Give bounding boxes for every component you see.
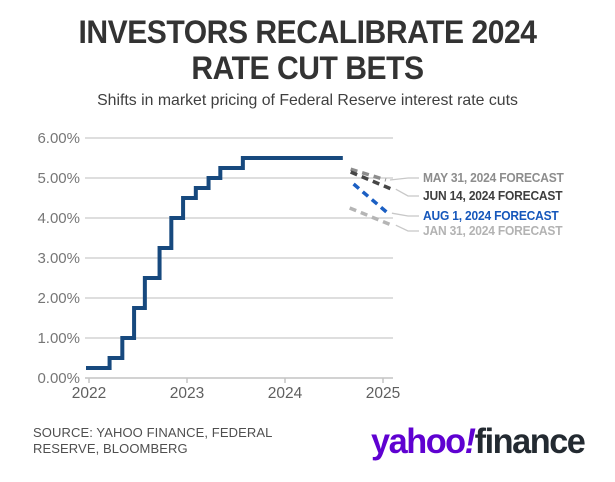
jan-31-forecast-connector-line [395,224,419,232]
annotation-jun-14-forecast: JUN 14, 2024 FORECAST [423,188,563,203]
yahoo-finance-logo: yahoo!finance [371,422,586,462]
chart-title: INVESTORS RECALIBRATE 2024 RATE CUT BETS [18,14,596,86]
x-axis-tick-label: 2025 [366,385,400,402]
annotation-jan-31-forecast: JAN 31, 2024 FORECAST [423,223,563,238]
y-axis-tick-label: 0.00% [37,370,80,387]
source-note: SOURCE: YAHOO FINANCE, FEDERAL RESERVE, … [33,425,272,456]
y-axis-tick-label: 2.00% [37,290,80,307]
chart-title-line2: RATE CUT BETS [191,50,424,86]
may-31-forecast-connector-line [389,177,419,181]
annotation-aug-1-forecast: AUG 1, 2024 FORECAST [423,208,559,223]
annotation-may-31-forecast: MAY 31, 2024 FORECAST [423,170,564,185]
logo-finance-text: finance [474,422,586,461]
x-axis-tick-label: 2022 [72,385,106,402]
y-axis-tick-label: 3.00% [37,250,80,267]
y-axis-tick-label: 1.00% [37,330,80,347]
x-axis-tick-label: 2024 [268,385,303,402]
y-axis-tick-label: 6.00% [37,130,80,147]
jun-14-forecast-connector-line [395,188,419,197]
jun-14-forecast-line [349,170,393,191]
y-axis-tick-label: 4.00% [37,210,80,227]
aug-1-forecast-line [352,182,390,215]
jan-31-forecast-line [349,206,393,227]
chart-subtitle: Shifts in market pricing of Federal Rese… [97,92,518,109]
aug-1-forecast-connector-line [391,212,419,217]
may-31-forecast-line [350,167,387,182]
logo-exclamation: ! [464,422,476,461]
x-axis-tick-label: 2023 [170,385,204,402]
fed-funds-rate-step-line [86,156,343,370]
logo-yahoo-text: yahoo [371,422,466,461]
y-axis-tick-label: 5.00% [37,170,80,187]
chart-title-line1: INVESTORS RECALIBRATE 2024 [78,14,537,50]
